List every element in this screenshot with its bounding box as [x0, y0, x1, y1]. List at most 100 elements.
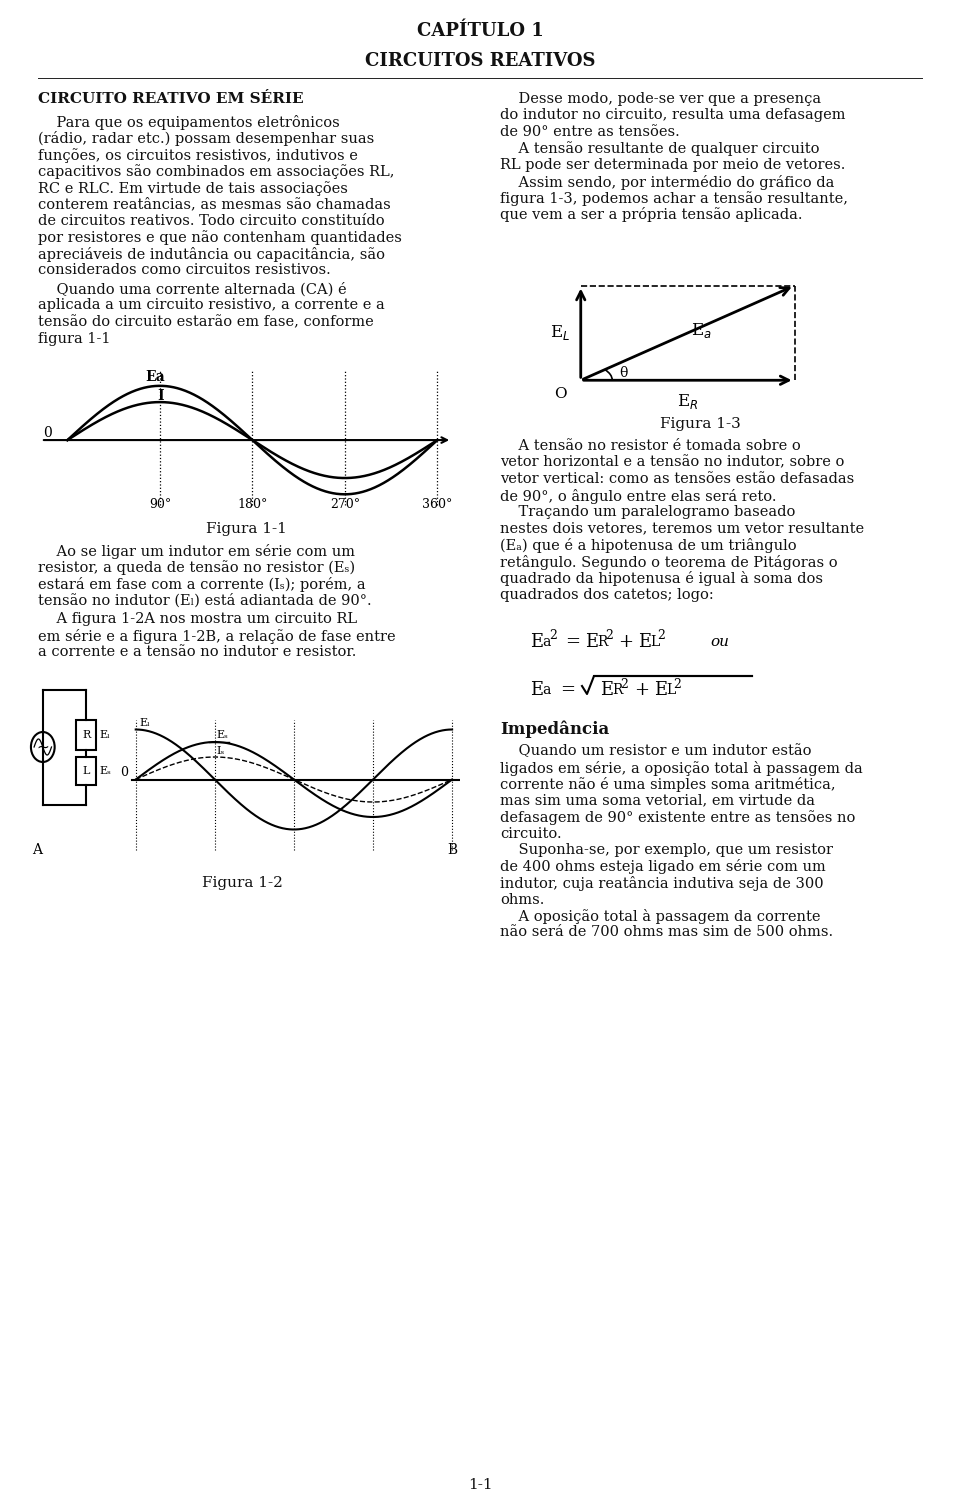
Text: L: L: [83, 766, 90, 776]
Text: Traçando um paralelogramo baseado: Traçando um paralelogramo baseado: [500, 504, 796, 519]
Text: E: E: [530, 633, 543, 651]
Text: corrente não é uma simples soma aritmética,: corrente não é uma simples soma aritméti…: [500, 778, 835, 793]
Text: Quando um resistor e um indutor estão: Quando um resistor e um indutor estão: [500, 744, 811, 758]
Text: 2: 2: [605, 629, 612, 642]
Text: em série e a figura 1-2B, a relação de fase entre: em série e a figura 1-2B, a relação de f…: [38, 629, 396, 644]
Text: =: =: [565, 633, 580, 651]
Text: Figura 1-2: Figura 1-2: [202, 875, 283, 890]
Text: nestes dois vetores, teremos um vetor resultante: nestes dois vetores, teremos um vetor re…: [500, 521, 864, 536]
Text: R: R: [612, 683, 622, 696]
Text: quadrados dos catetos; logo:: quadrados dos catetos; logo:: [500, 587, 713, 602]
Text: CIRCUITO REATIVO EM SÉRIE: CIRCUITO REATIVO EM SÉRIE: [38, 92, 303, 107]
Text: circuito.: circuito.: [500, 827, 562, 841]
Text: Impedância: Impedância: [500, 720, 610, 737]
Text: E: E: [585, 633, 598, 651]
Text: que vem a ser a própria tensão aplicada.: que vem a ser a própria tensão aplicada.: [500, 207, 803, 222]
Text: Ao se ligar um indutor em série com um: Ao se ligar um indutor em série com um: [38, 543, 355, 558]
Text: Assim sendo, por intermédio do gráfico da: Assim sendo, por intermédio do gráfico d…: [500, 174, 834, 189]
Text: 2: 2: [549, 629, 557, 642]
Text: por resistores e que não contenham quantidades: por resistores e que não contenham quant…: [38, 231, 402, 245]
Text: ohms.: ohms.: [500, 893, 544, 907]
Text: quadrado da hipotenusa é igual à soma dos: quadrado da hipotenusa é igual à soma do…: [500, 570, 823, 585]
Bar: [77, 757, 96, 785]
Text: 0: 0: [120, 766, 128, 779]
Text: defasagem de 90° existente entre as tensões no: defasagem de 90° existente entre as tens…: [500, 811, 855, 826]
Text: Eₗ: Eₗ: [99, 729, 110, 740]
Text: R: R: [83, 729, 90, 740]
Text: 90°: 90°: [149, 498, 171, 510]
Text: 2: 2: [620, 677, 628, 690]
Text: A: A: [32, 844, 42, 857]
Text: tensão do circuito estarão em fase, conforme: tensão do circuito estarão em fase, conf…: [38, 315, 373, 329]
Text: A figura 1-2A nos mostra um circuito RL: A figura 1-2A nos mostra um circuito RL: [38, 612, 357, 626]
Text: funções, os circuitos resistivos, indutivos e: funções, os circuitos resistivos, induti…: [38, 149, 358, 164]
Text: E: E: [600, 681, 613, 699]
Text: A tensão no resistor é tomada sobre o: A tensão no resistor é tomada sobre o: [500, 438, 801, 453]
Text: Suponha-se, por exemplo, que um resistor: Suponha-se, por exemplo, que um resistor: [500, 844, 833, 857]
Text: ~: ~: [36, 740, 49, 755]
Text: A oposição total à passagem da corrente: A oposição total à passagem da corrente: [500, 910, 821, 925]
Text: considerados como circuitos resistivos.: considerados como circuitos resistivos.: [38, 264, 331, 278]
Text: θ: θ: [619, 366, 628, 380]
Text: RC e RLC. Em virtude de tais associações: RC e RLC. Em virtude de tais associações: [38, 182, 348, 195]
Text: Iₛ: Iₛ: [217, 746, 225, 755]
Text: +: +: [618, 633, 633, 651]
Text: (rádio, radar etc.) possam desempenhar suas: (rádio, radar etc.) possam desempenhar s…: [38, 132, 374, 147]
Text: E$_a$: E$_a$: [691, 321, 712, 339]
Text: =: =: [560, 681, 575, 699]
Text: E: E: [530, 681, 543, 699]
Text: Desse modo, pode-se ver que a presença: Desse modo, pode-se ver que a presença: [500, 92, 821, 107]
Text: ligados em série, a oposição total à passagem da: ligados em série, a oposição total à pas…: [500, 761, 863, 776]
Text: vetor horizontal e a tensão no indutor, sobre o: vetor horizontal e a tensão no indutor, …: [500, 455, 845, 470]
Text: Eₛ: Eₛ: [99, 766, 111, 776]
Text: E: E: [654, 681, 667, 699]
Text: de 90°, o ângulo entre elas será reto.: de 90°, o ângulo entre elas será reto.: [500, 488, 777, 503]
Text: I: I: [157, 389, 163, 402]
Text: estará em fase com a corrente (Iₛ); porém, a: estará em fase com a corrente (Iₛ); poré…: [38, 576, 366, 591]
Text: 2: 2: [673, 677, 681, 690]
Text: vetor vertical: como as tensões estão defasadas: vetor vertical: como as tensões estão de…: [500, 471, 854, 486]
Text: B: B: [447, 844, 457, 857]
Text: aplicada a um circuito resistivo, a corrente e a: aplicada a um circuito resistivo, a corr…: [38, 299, 385, 312]
Text: de 90° entre as tensões.: de 90° entre as tensões.: [500, 125, 680, 140]
Text: apreciáveis de indutância ou capacitância, são: apreciáveis de indutância ou capacitânci…: [38, 248, 385, 263]
Text: indutor, cuja reatância indutiva seja de 300: indutor, cuja reatância indutiva seja de…: [500, 877, 824, 892]
Bar: [77, 719, 96, 749]
Text: O: O: [554, 387, 566, 401]
Text: Eₗ: Eₗ: [140, 717, 151, 728]
Text: E$_L$: E$_L$: [550, 323, 570, 342]
Text: Ea: Ea: [145, 371, 165, 384]
Text: Figura 1-3: Figura 1-3: [660, 417, 740, 431]
Text: do indutor no circuito, resulta uma defasagem: do indutor no circuito, resulta uma defa…: [500, 108, 846, 123]
Text: A tensão resultante de qualquer circuito: A tensão resultante de qualquer circuito: [500, 141, 820, 156]
Text: mas sim uma soma vetorial, em virtude da: mas sim uma soma vetorial, em virtude da: [500, 794, 815, 808]
Text: capacitivos são combinados em associações RL,: capacitivos são combinados em associaçõe…: [38, 165, 395, 180]
Text: de 400 ohms esteja ligado em série com um: de 400 ohms esteja ligado em série com u…: [500, 860, 826, 875]
Text: 2: 2: [657, 629, 665, 642]
Text: figura 1-1: figura 1-1: [38, 332, 110, 345]
Text: não será de 700 ohms mas sim de 500 ohms.: não será de 700 ohms mas sim de 500 ohms…: [500, 926, 833, 940]
Text: 360°: 360°: [422, 498, 452, 510]
Text: E: E: [638, 633, 651, 651]
Text: CIRCUITOS REATIVOS: CIRCUITOS REATIVOS: [365, 53, 595, 71]
Text: figura 1-3, podemos achar a tensão resultante,: figura 1-3, podemos achar a tensão resul…: [500, 191, 848, 206]
Text: Quando uma corrente alternada (CA) é: Quando uma corrente alternada (CA) é: [38, 282, 347, 296]
Text: RL pode ser determinada por meio de vetores.: RL pode ser determinada por meio de veto…: [500, 158, 846, 173]
Text: conterem reatâncias, as mesmas são chamadas: conterem reatâncias, as mesmas são chama…: [38, 198, 391, 212]
Text: a: a: [542, 635, 550, 648]
Text: Figura 1-1: Figura 1-1: [206, 522, 287, 536]
Text: R: R: [597, 635, 608, 648]
Text: retângulo. Segundo o teorema de Pitágoras o: retângulo. Segundo o teorema de Pitágora…: [500, 554, 838, 569]
Text: CAPÍTULO 1: CAPÍTULO 1: [417, 23, 543, 41]
Text: 270°: 270°: [330, 498, 360, 510]
Text: L: L: [650, 635, 660, 648]
Text: Para que os equipamentos eletrônicos: Para que os equipamentos eletrônicos: [38, 116, 340, 131]
Text: ou: ou: [710, 635, 729, 648]
Text: tensão no indutor (Eₗ) está adiantada de 90°.: tensão no indutor (Eₗ) está adiantada de…: [38, 593, 372, 608]
Text: (Eₐ) que é a hipotenusa de um triângulo: (Eₐ) que é a hipotenusa de um triângulo: [500, 537, 797, 552]
Text: resistor, a queda de tensão no resistor (Eₛ): resistor, a queda de tensão no resistor …: [38, 560, 355, 575]
Text: 1-1: 1-1: [468, 1478, 492, 1492]
Text: E$_R$: E$_R$: [677, 392, 698, 411]
Text: +: +: [634, 681, 649, 699]
Text: Eₛ: Eₛ: [217, 731, 228, 740]
